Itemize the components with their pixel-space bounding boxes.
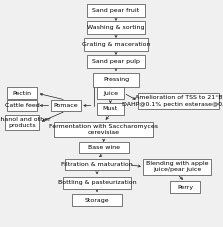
FancyBboxPatch shape bbox=[97, 103, 124, 115]
FancyBboxPatch shape bbox=[84, 37, 148, 51]
Text: Pomace: Pomace bbox=[54, 103, 78, 108]
Text: Juice: Juice bbox=[103, 91, 118, 96]
Text: Pressing: Pressing bbox=[103, 77, 129, 82]
Text: Washing & sorting: Washing & sorting bbox=[87, 25, 145, 30]
FancyBboxPatch shape bbox=[87, 54, 145, 68]
Text: Grating & maceration: Grating & maceration bbox=[82, 42, 150, 47]
Text: Filtration & maturation: Filtration & maturation bbox=[61, 162, 133, 167]
Text: Blending with apple
juice/pear juice: Blending with apple juice/pear juice bbox=[146, 161, 209, 173]
Text: Storage: Storage bbox=[85, 198, 109, 203]
Text: Amelioration of TSS to 21°B
DAHP@0.1% pectin esterase@0.2%: Amelioration of TSS to 21°B DAHP@0.1% pe… bbox=[122, 95, 223, 107]
Text: Pectin: Pectin bbox=[13, 91, 32, 96]
FancyBboxPatch shape bbox=[65, 159, 129, 170]
Text: Sand pear pulp: Sand pear pulp bbox=[92, 59, 140, 64]
FancyBboxPatch shape bbox=[7, 100, 37, 111]
FancyBboxPatch shape bbox=[79, 142, 129, 153]
FancyBboxPatch shape bbox=[51, 100, 81, 111]
Text: Bottling & pasteurization: Bottling & pasteurization bbox=[58, 180, 136, 185]
FancyBboxPatch shape bbox=[93, 73, 139, 86]
Text: Sand pear fruit: Sand pear fruit bbox=[92, 8, 140, 13]
FancyBboxPatch shape bbox=[63, 177, 131, 189]
FancyBboxPatch shape bbox=[138, 93, 219, 109]
FancyBboxPatch shape bbox=[87, 3, 145, 17]
FancyBboxPatch shape bbox=[5, 115, 39, 130]
FancyBboxPatch shape bbox=[97, 87, 124, 99]
Text: Cattle feed: Cattle feed bbox=[5, 103, 40, 108]
Text: Ethanol and other
products: Ethanol and other products bbox=[0, 117, 51, 128]
FancyBboxPatch shape bbox=[72, 194, 122, 206]
FancyBboxPatch shape bbox=[170, 181, 200, 193]
FancyBboxPatch shape bbox=[143, 159, 211, 175]
Text: Base wine: Base wine bbox=[88, 145, 120, 150]
FancyBboxPatch shape bbox=[87, 20, 145, 34]
FancyBboxPatch shape bbox=[7, 87, 37, 99]
FancyBboxPatch shape bbox=[54, 122, 153, 137]
Text: Fermentation with Saccharomyces
cerevisiae: Fermentation with Saccharomyces cerevisi… bbox=[49, 124, 158, 135]
Text: Perry: Perry bbox=[177, 185, 193, 190]
Text: Must: Must bbox=[103, 106, 118, 111]
